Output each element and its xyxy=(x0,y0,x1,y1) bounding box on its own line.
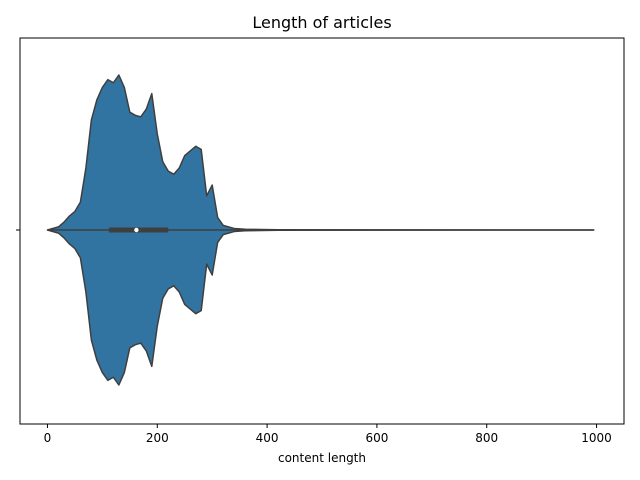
chart-title: Length of articles xyxy=(252,13,391,32)
x-axis: 0 200 400 600 800 1000 xyxy=(44,424,612,445)
x-tick-label-600: 600 xyxy=(365,431,388,445)
plot-area xyxy=(46,74,595,386)
x-tick-label-800: 800 xyxy=(475,431,498,445)
x-tick-label-400: 400 xyxy=(256,431,279,445)
x-tick-label-200: 200 xyxy=(146,431,169,445)
x-axis-label: content length xyxy=(278,451,366,465)
x-tick-label-0: 0 xyxy=(44,431,52,445)
plot-frame xyxy=(19,37,625,425)
x-tick-label-1000: 1000 xyxy=(581,431,612,445)
median-marker xyxy=(134,227,139,233)
